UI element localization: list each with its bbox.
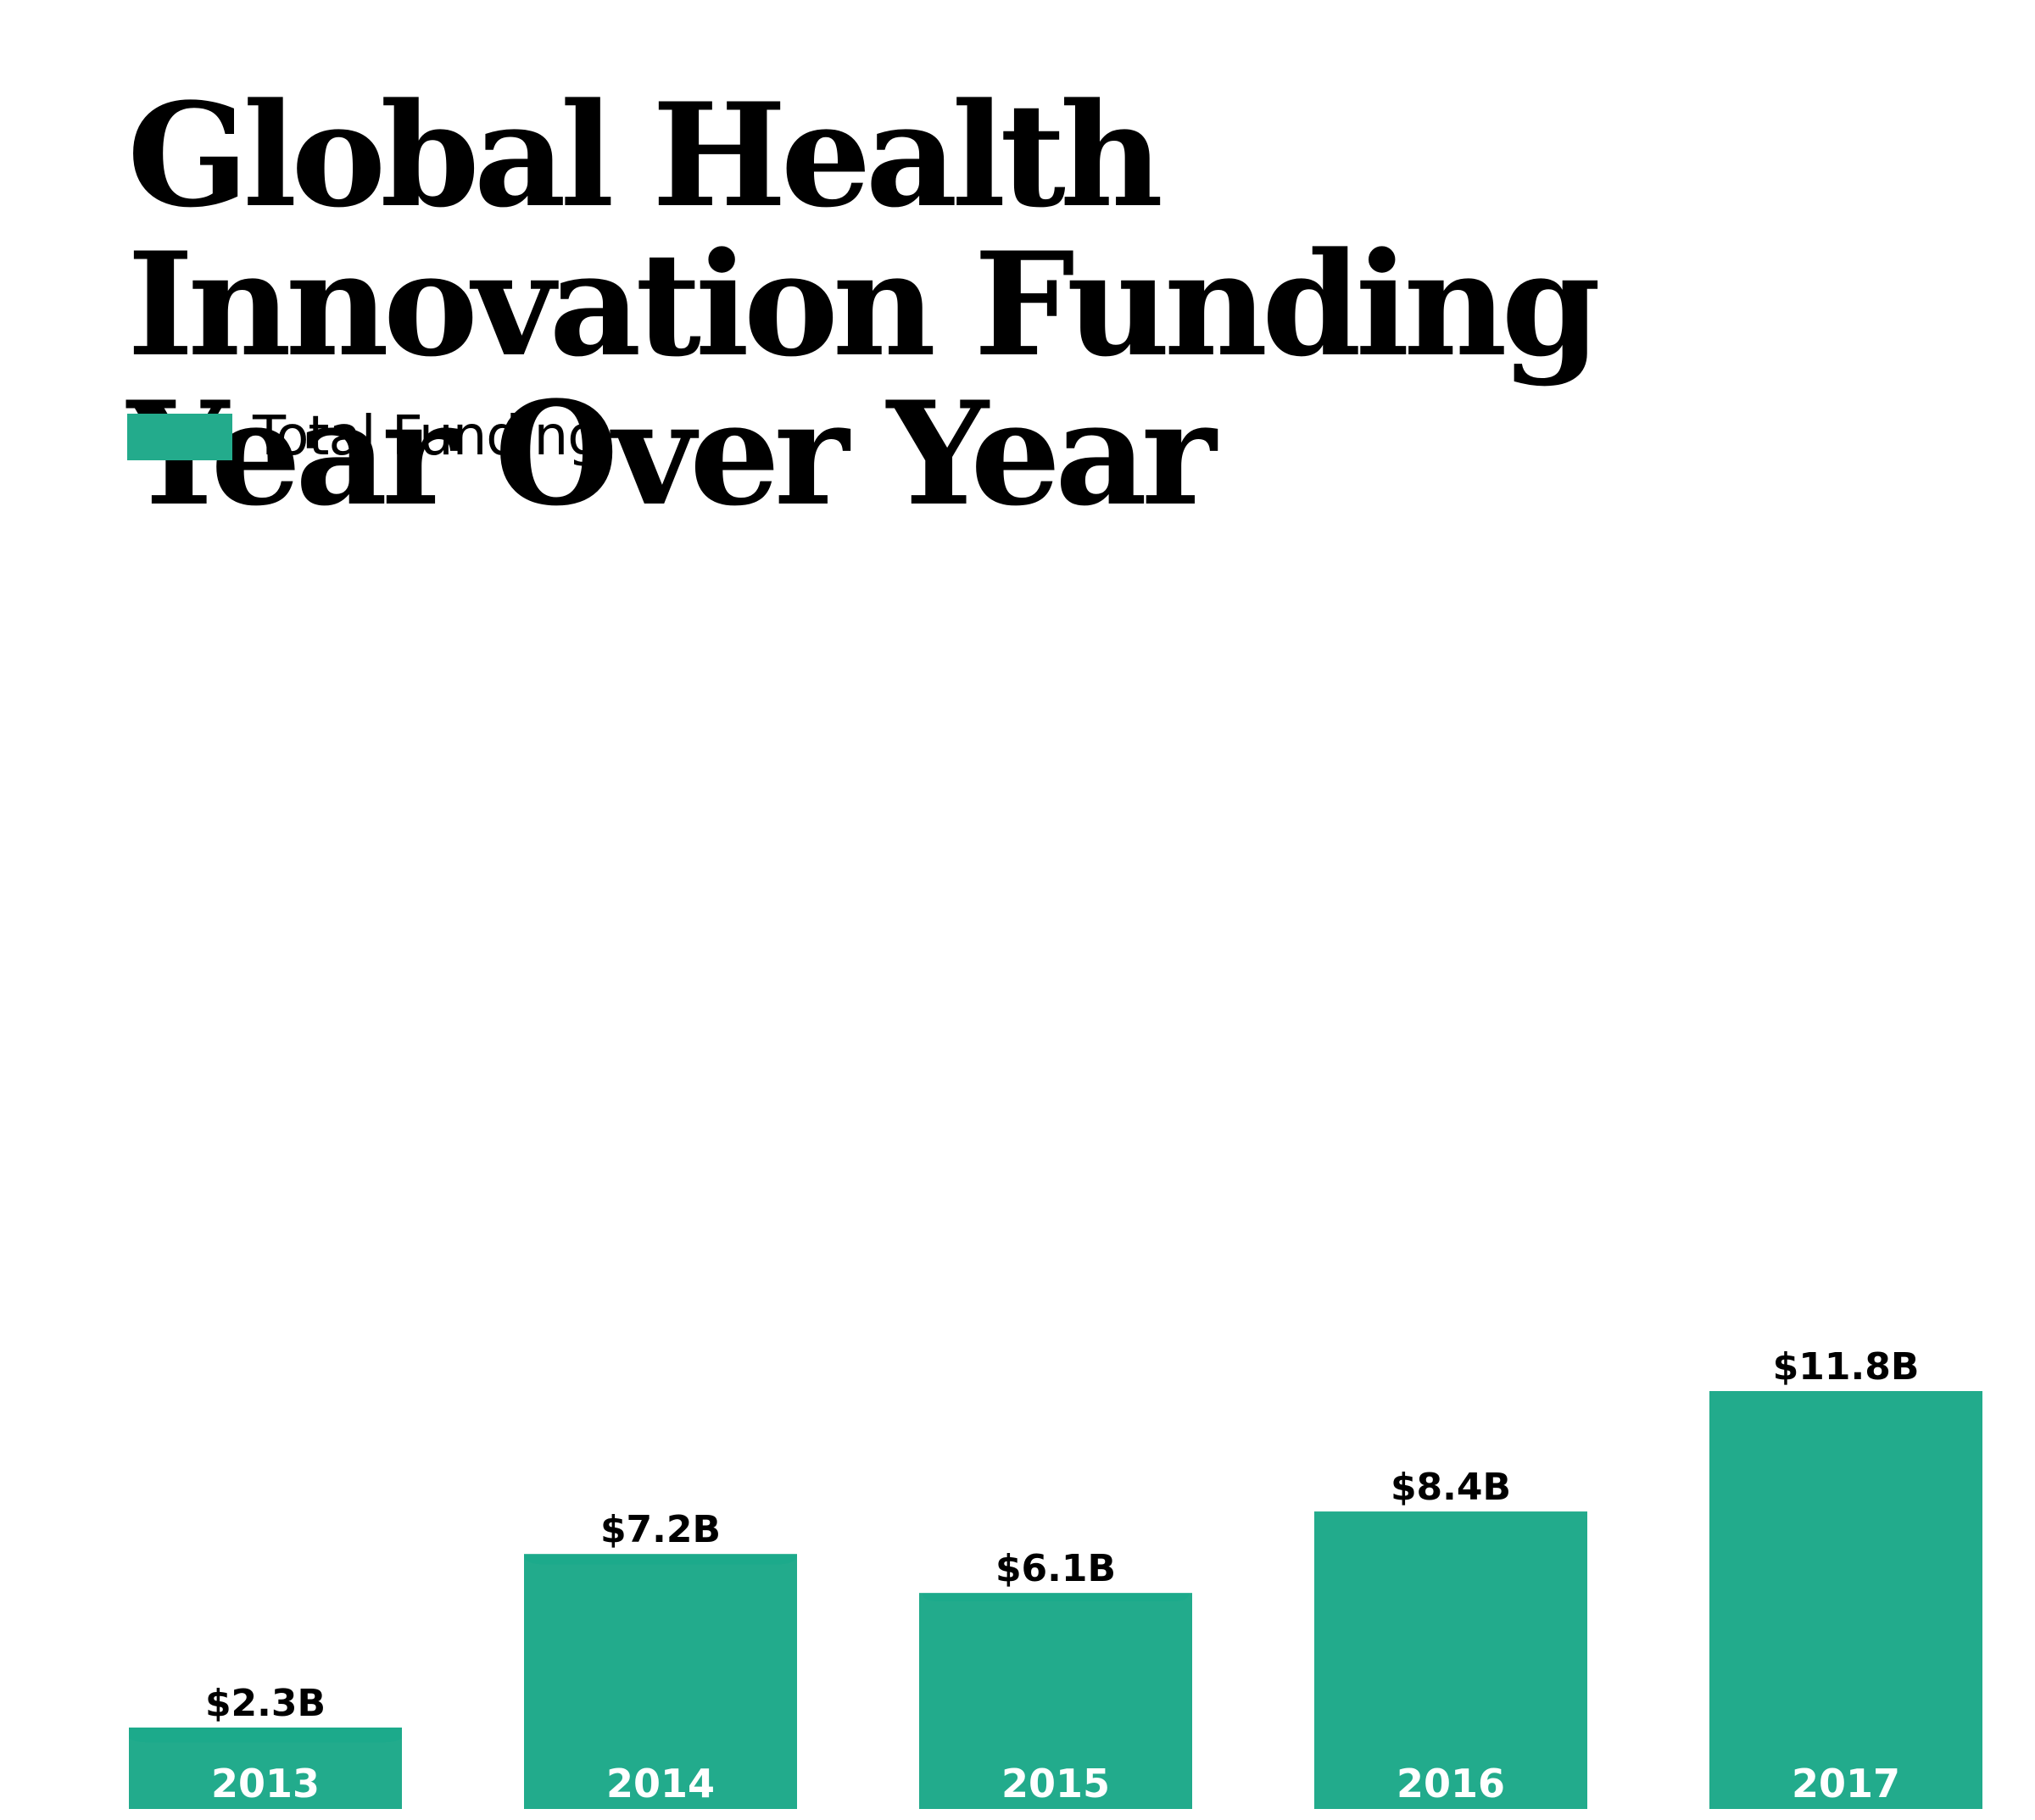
category-label-2016: 2016	[1397, 1761, 1505, 1806]
category-label-2014: 2014	[606, 1761, 715, 1806]
bar-2014	[524, 1554, 797, 1809]
chart-title: Global Health Innovation Funding Year Ov…	[127, 71, 1601, 537]
bar-2013	[129, 1727, 402, 1809]
bar-2015	[919, 1593, 1192, 1809]
bar-2017	[1709, 1391, 1982, 1809]
bar-value-label-2015: $6.1B	[995, 1547, 1116, 1590]
bar-value-label-2016: $8.4B	[1391, 1466, 1511, 1509]
bar-value-label-2013: $2.3B	[205, 1682, 326, 1725]
bar-value-label-2014: $7.2B	[600, 1508, 721, 1551]
legend: Total Funding	[127, 403, 602, 470]
category-label-2013: 2013	[211, 1761, 320, 1806]
category-label-2017: 2017	[1792, 1761, 1900, 1806]
category-label-2015: 2015	[1001, 1761, 1110, 1806]
bars-group: $2.3B 2013 $7.2B 2014 $6.1B 2015 $8.4B 2016 $11.…	[129, 1345, 1982, 1809]
bar-value-label-2017: $11.8B	[1773, 1345, 1920, 1389]
legend-label-total-funding: Total Funding	[253, 405, 602, 468]
bar-2016	[1314, 1511, 1587, 1809]
legend-swatch-total-funding	[127, 413, 232, 460]
